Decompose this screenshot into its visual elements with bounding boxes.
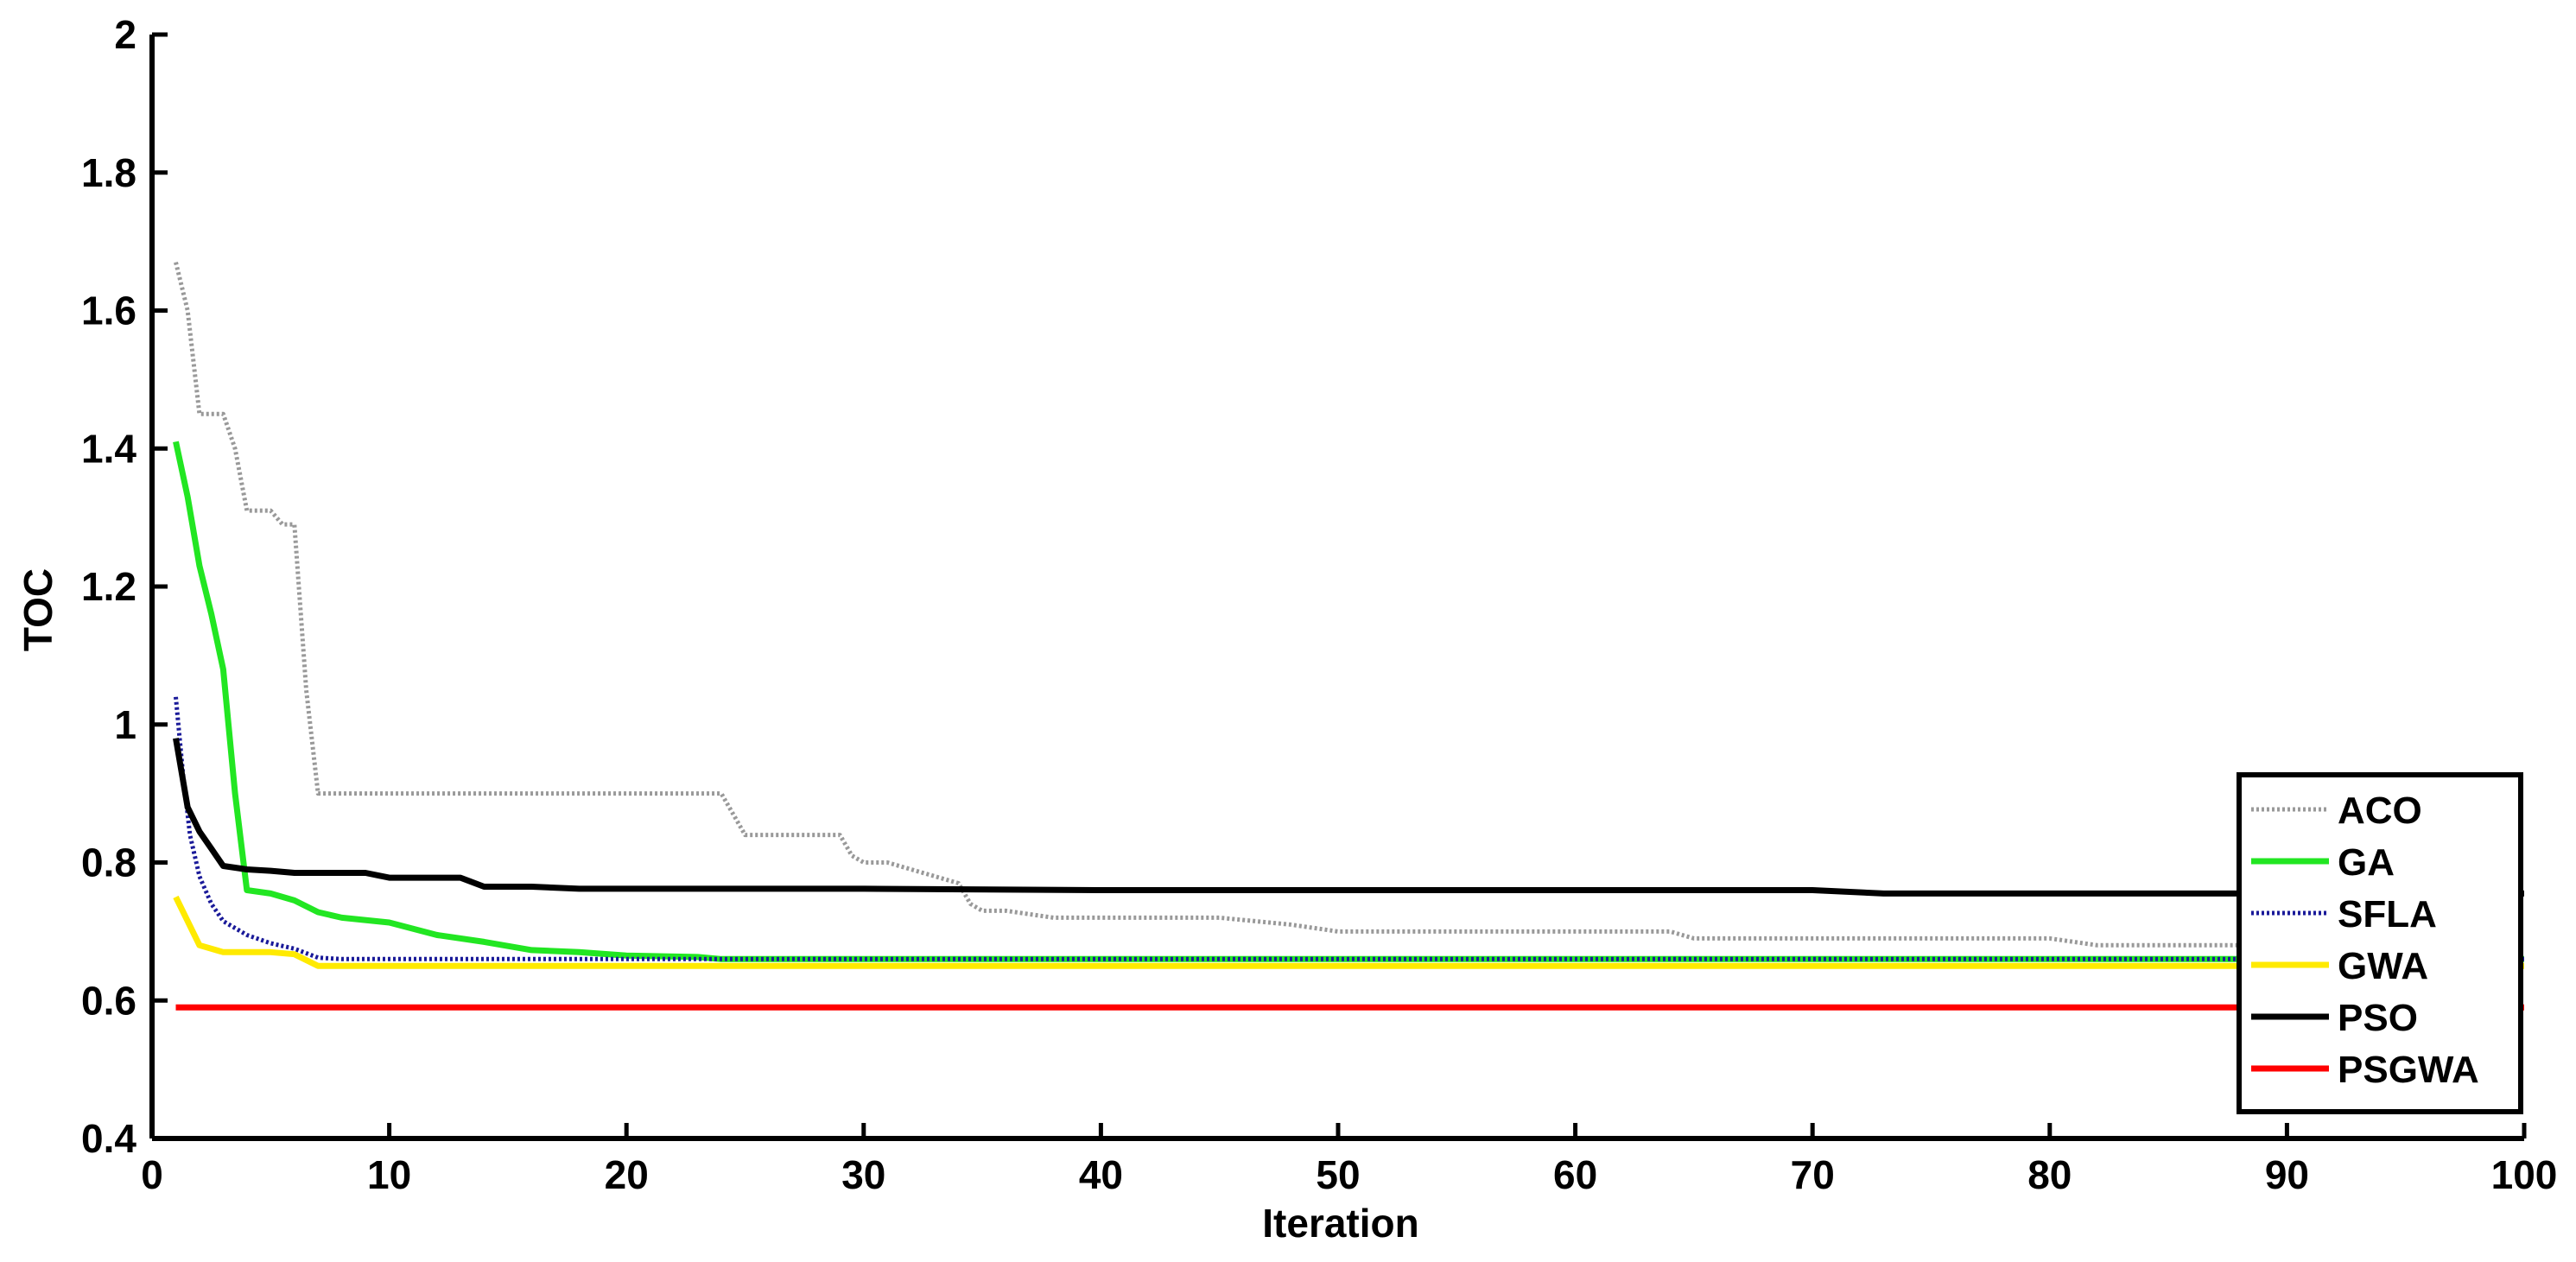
- x-axis-label: Iteration: [1262, 1201, 1418, 1246]
- tick-labels: 0 10 20 30 40 50 60 70 80 90 100 0.4 0.6 0.8 1 1.2 1.4 1.…: [81, 12, 2557, 1197]
- y-tick-label: 1.4: [81, 426, 136, 471]
- x-tick-label: 70: [1791, 1152, 1835, 1197]
- y-tick-label: 2: [114, 12, 136, 57]
- series-line-sfla: [174, 696, 2524, 961]
- x-tick-label: 100: [2491, 1152, 2558, 1197]
- legend-label-gwa: GWA: [2338, 945, 2428, 987]
- y-tick-label: 0.6: [81, 978, 136, 1023]
- y-tick-label: 1.2: [81, 564, 136, 609]
- series-line-ga: [173, 441, 2524, 962]
- x-tick-label: 50: [1316, 1152, 1360, 1197]
- legend-label-sfla: SFLA: [2338, 893, 2437, 935]
- y-tick-label: 0.4: [81, 1116, 136, 1161]
- series-line-aco: [174, 262, 2525, 954]
- y-tick-label: 0.8: [81, 840, 136, 885]
- legend-label-aco: ACO: [2338, 790, 2422, 832]
- y-axis-label: TOC: [16, 568, 60, 651]
- x-tick-label: 0: [141, 1152, 163, 1197]
- y-tick-label: 1.6: [81, 289, 136, 333]
- y-tick-label: 1.8: [81, 150, 136, 195]
- x-tick-label: 90: [2265, 1152, 2309, 1197]
- legend: ACO GA SFLA GWA PSO PSGWA: [2237, 772, 2523, 1114]
- legend-label-psgwa: PSGWA: [2338, 1049, 2479, 1091]
- legend-label-ga: GA: [2338, 841, 2395, 884]
- legend-label-pso: PSO: [2338, 997, 2418, 1039]
- x-tick-label: 30: [841, 1152, 885, 1197]
- x-tick-label: 10: [367, 1152, 411, 1197]
- x-tick-label: 40: [1079, 1152, 1123, 1197]
- x-tick-label: 80: [2027, 1152, 2072, 1197]
- series-line-pso: [173, 738, 2524, 897]
- legend-box: [2237, 772, 2523, 1114]
- axes: [149, 32, 2527, 1141]
- x-tick-label: 60: [1553, 1152, 1597, 1197]
- y-tick-label: 1: [114, 702, 136, 747]
- x-tick-label: 20: [605, 1152, 649, 1197]
- series-line-gwa: [173, 895, 2524, 969]
- series-layer: [173, 262, 2525, 1011]
